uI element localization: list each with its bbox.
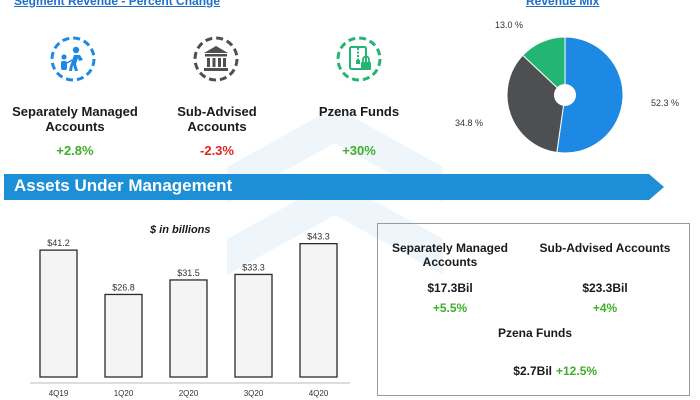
pie-slice-blue bbox=[556, 36, 624, 154]
bar-value-label: $26.8 bbox=[112, 282, 135, 292]
segment-change-sub-advised: -2.3% bbox=[200, 143, 234, 158]
aum-sma-change: +5.5% bbox=[432, 301, 468, 315]
aum-breakdown-box bbox=[377, 223, 690, 396]
aum-banner bbox=[4, 174, 664, 200]
bar-4q20 bbox=[299, 242, 338, 378]
pie-slice-green bbox=[522, 36, 566, 97]
locked-file-icon bbox=[336, 36, 382, 82]
pie-slice-gray bbox=[506, 54, 566, 153]
pie-label-blue: 52.3 % bbox=[651, 98, 680, 108]
aum-sma-value: $17.3Bil bbox=[427, 281, 473, 295]
bar-value-label: $33.3 bbox=[242, 262, 265, 272]
bar-3q20 bbox=[234, 273, 273, 378]
segment-revenue-link[interactable]: Segment Revenue - Percent Change bbox=[14, 0, 221, 8]
bank-icon bbox=[193, 36, 239, 82]
pie-label-green: 13.0 % bbox=[495, 20, 524, 30]
pie-label-gray: 34.8 % bbox=[455, 118, 484, 128]
aum-sub-label: Sub-Advised Accounts bbox=[539, 241, 671, 255]
bar-category-label: 3Q20 bbox=[244, 389, 264, 398]
revenue-mix-pie-chart bbox=[506, 36, 624, 154]
aum-title: Assets Under Management bbox=[14, 176, 233, 195]
bar-value-label: $43.3 bbox=[307, 232, 330, 242]
bar-category-label: 4Q19 bbox=[49, 389, 69, 398]
bar-1q20 bbox=[104, 293, 143, 378]
segment-name-pzena-funds: Pzena Funds bbox=[318, 104, 400, 119]
segment-name-sub-advised: Sub-Advised Accounts bbox=[177, 104, 257, 134]
bar-4q19 bbox=[39, 249, 78, 378]
segment-change-sma: +2.8% bbox=[56, 143, 94, 158]
segment-name-sma: Separately Managed Accounts bbox=[12, 104, 138, 134]
bar-value-label: $41.2 bbox=[47, 238, 70, 248]
segment-change-pzena-funds: +30% bbox=[342, 143, 376, 158]
pie-center-hole bbox=[554, 84, 576, 106]
bar-category-label: 4Q20 bbox=[309, 389, 329, 398]
bar-2q20 bbox=[169, 279, 208, 378]
aum-sub-value: $23.3Bil bbox=[582, 281, 628, 295]
aum-sub-change: +4% bbox=[592, 301, 618, 315]
bar-value-label: $31.5 bbox=[177, 268, 200, 278]
people-network-icon bbox=[50, 36, 96, 82]
bar-category-label: 1Q20 bbox=[114, 389, 134, 398]
bar-category-label: 2Q20 bbox=[179, 389, 199, 398]
aum-funds-label: Pzena Funds bbox=[497, 326, 572, 340]
aum-funds-value: $2.7Bil bbox=[513, 364, 552, 378]
aum-sma-label: Separately Managed Accounts bbox=[391, 241, 509, 269]
revenue-mix-link[interactable]: Revenue Mix bbox=[526, 0, 600, 8]
aum-funds-change: +12.5% bbox=[556, 364, 598, 378]
bar-chart-unit-label: $ in billions bbox=[150, 224, 211, 236]
aum-bar-chart: $41.2 4Q19 $26.8 1Q20 $31.5 2Q20 $33.3 3Q20 $43.… bbox=[30, 232, 350, 398]
